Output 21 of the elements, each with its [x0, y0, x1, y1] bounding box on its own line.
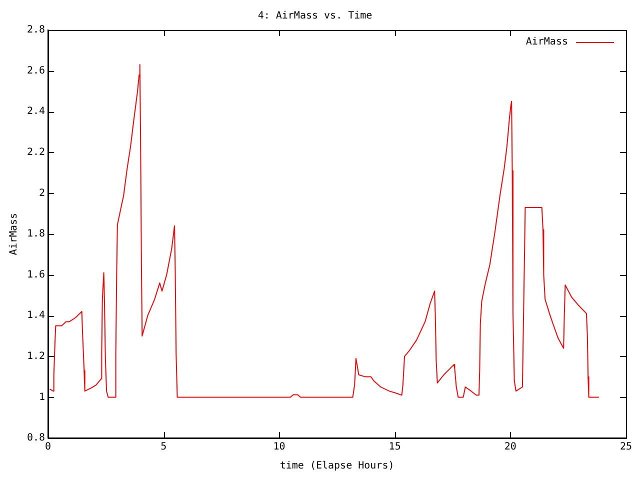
y-tick-label: 1.6	[27, 269, 46, 280]
y-tick-label: 0.8	[27, 432, 46, 444]
x-tick-label: 25	[620, 442, 632, 453]
x-tick-label: 15	[388, 442, 401, 453]
x-tick-label: 20	[504, 442, 516, 453]
y-tick-label: 1.2	[27, 350, 46, 362]
y-tick-label: 1.8	[27, 228, 46, 240]
x-tick-label: 0	[45, 442, 52, 453]
y-tick-label: 2	[39, 188, 46, 199]
x-tick-label: 5	[160, 442, 167, 453]
x-tick-label: 10	[273, 442, 286, 453]
y-tick-label: 2.6	[27, 65, 46, 76]
y-tick-label: 2.2	[27, 146, 46, 158]
y-tick-label: 2.8	[27, 24, 46, 36]
y-tick-label: 1.4	[27, 310, 46, 322]
x-axis-title: time (Elapse Hours)	[280, 460, 394, 472]
y-axis-title: AirMass	[8, 212, 20, 256]
chart-title: 4: AirMass vs. Time	[258, 10, 372, 22]
legend-label: AirMass	[526, 36, 568, 48]
y-tick-label: 2.4	[27, 106, 46, 118]
y-tick-label: 1	[39, 392, 46, 403]
